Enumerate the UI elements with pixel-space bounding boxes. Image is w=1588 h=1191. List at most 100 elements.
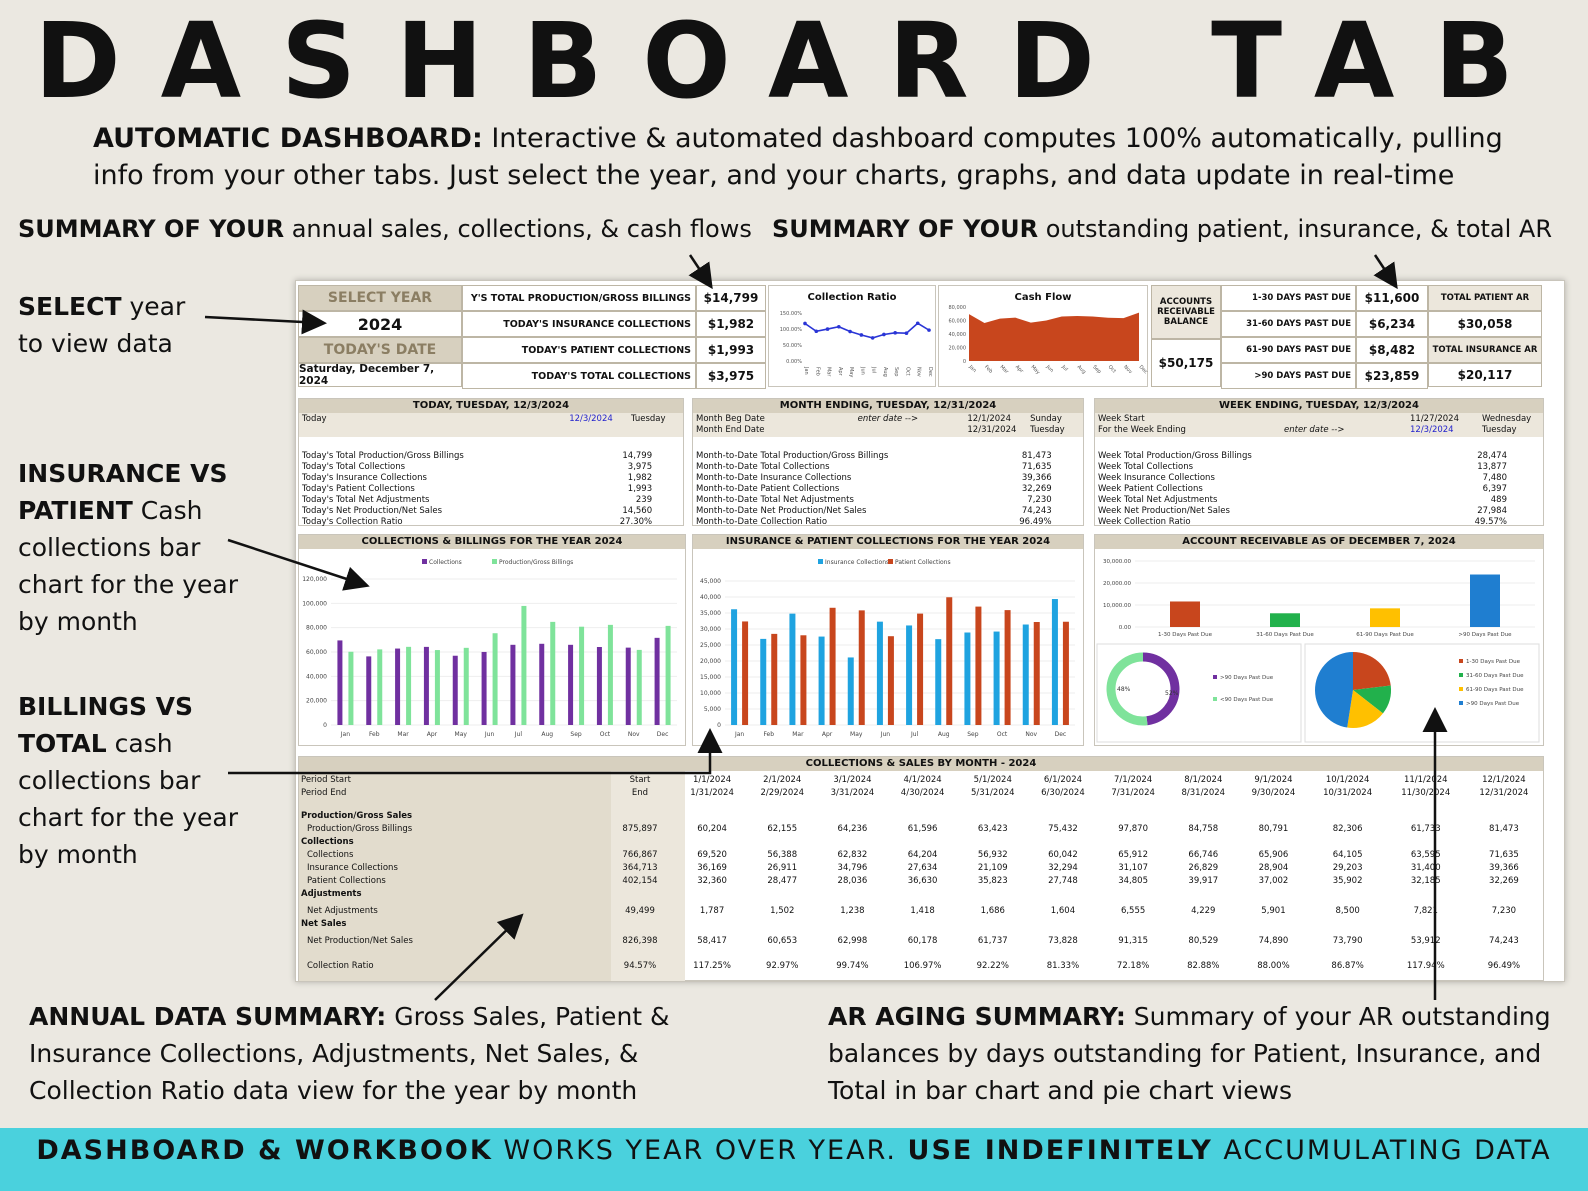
bill-bold2: TOTAL	[18, 729, 107, 758]
table-row: Period End End 1/31/2024 2/29/2024 3/31/2024…	[299, 786, 1543, 799]
panel-header-cell[interactable]: 12/3/2024	[569, 414, 613, 424]
month-cell	[1465, 809, 1543, 822]
panel-header-cell: Sunday	[1030, 414, 1062, 424]
x-tick-label: Feb	[814, 367, 820, 376]
bar	[964, 632, 971, 725]
x-tick-label: Jan	[967, 363, 977, 373]
y-tick-label: 0.00%	[786, 359, 802, 365]
select-bold: SELECT	[18, 292, 122, 321]
panel-row-label: Week Net Production/Net Sales	[1098, 506, 1230, 516]
x-tick-label: Oct	[997, 731, 1008, 738]
month-cell: 8,500	[1335, 905, 1360, 916]
month-end: 5/31/2024	[970, 787, 1015, 798]
panel-header-cell: Month End Date	[696, 425, 765, 435]
row-label: Collections	[307, 849, 354, 860]
panel-row-label: Today's Net Production/Net Sales	[302, 506, 443, 516]
x-tick-label: Feb	[763, 731, 774, 738]
y-tick-label: 5,000	[704, 706, 721, 713]
month-start: 6/1/2024	[1043, 774, 1083, 785]
year-select[interactable]: 2024	[298, 311, 462, 337]
month-cell	[1028, 835, 1098, 848]
panel-header-cell[interactable]: 12/1/2024	[967, 414, 1011, 424]
month-cell: 28,904	[1258, 862, 1289, 873]
panel-row-label: Week Total Net Adjustments	[1098, 495, 1218, 505]
month-cell: 32,269	[1489, 875, 1519, 886]
footer-b2: USE INDEFINITELY	[907, 1135, 1213, 1166]
bar	[596, 647, 602, 725]
panel-header-cell[interactable]: 12/31/2024	[967, 425, 1017, 435]
page-title: DASHBOARD TAB	[34, 0, 1554, 122]
ins-patient-section: INSURANCE & PATIENT COLLECTIONS FOR THE …	[692, 534, 1084, 746]
legend-swatch	[888, 559, 893, 564]
panel-header-cell[interactable]: 11/27/2024	[1410, 414, 1459, 424]
month-cell	[1465, 835, 1543, 848]
table-total-bg	[611, 771, 685, 981]
panel-row-value: 39,366	[1021, 473, 1052, 483]
month-start: 10/1/2024	[1325, 774, 1370, 785]
y-tick-label: 20,000	[949, 346, 967, 352]
donut-slice	[1106, 652, 1148, 726]
month-cell: 88.00%	[1257, 960, 1290, 971]
month-cell: 58,417	[697, 935, 727, 946]
legend-label: <90 Days Past Due	[1220, 697, 1274, 703]
total-cell: 826,398	[622, 935, 658, 946]
total-cell: End	[631, 787, 649, 798]
ar-balance-label: ACCOUNTS RECEIVABLE BALANCE	[1151, 285, 1221, 339]
panel-row-label: Today's Total Production/Gross Billings	[302, 451, 464, 461]
bar	[654, 637, 660, 725]
y-tick-label: 100.00%	[780, 327, 802, 333]
month-cell: 62,832	[837, 849, 868, 860]
month-cell: 62,998	[837, 935, 868, 946]
total-cell: Start	[629, 774, 651, 785]
todays-date-value: Saturday, December 7, 2024	[298, 363, 462, 387]
month-cell: 66,746	[1188, 849, 1219, 860]
spacer-row	[299, 799, 1543, 809]
legend-swatch	[422, 559, 427, 564]
summary-left-text: annual sales, collections, & cash flows	[284, 215, 752, 243]
month-cell: 60,042	[1048, 849, 1078, 860]
panel-row-value: 49.57%	[1474, 517, 1507, 527]
panel-header-cell: Tuesday	[1482, 425, 1517, 435]
panel-row-label: Today's Collection Ratio	[302, 517, 403, 527]
month-cell: 71,635	[1489, 849, 1519, 860]
legend-swatch	[492, 559, 497, 564]
x-tick-label: Sep	[570, 731, 582, 738]
ins-text: Cash collections bar chart for the year …	[18, 496, 239, 636]
panel-row-value: 71,635	[1021, 462, 1052, 472]
month-cell	[958, 917, 1028, 930]
month-cell: 82,306	[1332, 823, 1363, 834]
y-tick-label: 0	[963, 359, 966, 365]
panel-row-value: 27,984	[1477, 506, 1507, 516]
month-cell	[1238, 809, 1308, 822]
month-cell: 73,828	[1048, 935, 1078, 946]
todays-date-label: TODAY'S DATE	[298, 337, 462, 363]
month-cell: 117.25%	[693, 960, 731, 971]
ratio-point	[803, 321, 807, 326]
total-cell: 875,897	[622, 823, 658, 834]
ar-charts: 30,000.00 20,000.00 10,000.00 0.00 1-30 Days…	[1096, 559, 1540, 743]
month-start: 3/1/2024	[833, 774, 872, 785]
row-label: Net Adjustments	[307, 905, 378, 916]
month-end: 7/31/2024	[1111, 787, 1155, 798]
bar	[847, 657, 854, 725]
month-cell: 74,890	[1258, 935, 1289, 946]
month-start: 12/1/2024	[1482, 774, 1526, 785]
x-tick-label: Nov	[1122, 364, 1133, 375]
collections-billings-section: COLLECTIONS & BILLINGS FOR THE YEAR 2024…	[298, 534, 686, 746]
panel-row-value: 27.30%	[619, 517, 653, 527]
month-cell: 4,229	[1191, 905, 1216, 916]
month-cell: 26,911	[767, 862, 798, 873]
panel-row-label: Today's Total Collections	[302, 462, 406, 472]
intro-text: AUTOMATIC DASHBOARD: Interactive & autom…	[93, 120, 1533, 194]
month-cell: 61,596	[907, 823, 938, 834]
month-cell: 117.94%	[1406, 960, 1445, 971]
month-end: 9/30/2024	[1251, 787, 1296, 798]
y-tick-label: 50.00%	[783, 343, 802, 349]
bar	[1051, 599, 1058, 725]
panel-header-cell[interactable]: 12/3/2024	[1410, 425, 1454, 435]
y-tick-label: 40,000	[306, 673, 327, 680]
bar	[858, 610, 865, 725]
row-label: Net Production/Net Sales	[307, 935, 413, 946]
pie-slice	[1347, 690, 1383, 728]
x-tick-label: Dec	[657, 731, 669, 738]
